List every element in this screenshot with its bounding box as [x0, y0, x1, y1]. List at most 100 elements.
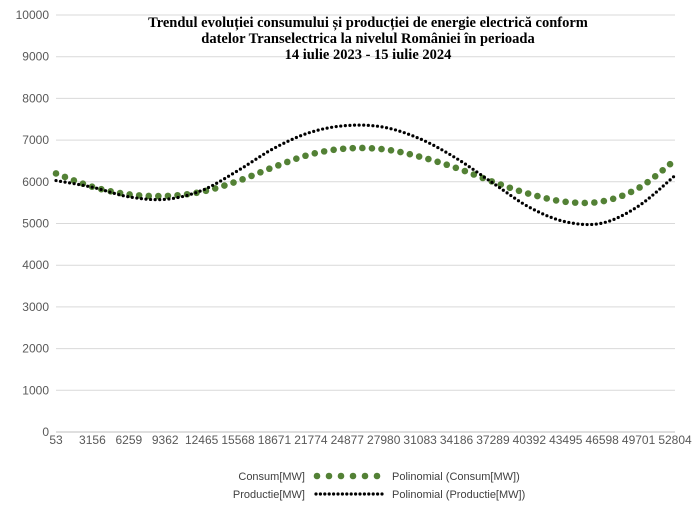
trendline-dot [242, 165, 246, 169]
trendline-dot [632, 207, 636, 211]
trendline-dot [185, 193, 189, 198]
trendline-dot [581, 199, 589, 207]
trendline-dot [215, 181, 219, 185]
trendline-dot [339, 145, 347, 153]
trendline-dot [651, 173, 659, 180]
x-tick-label: 15568 [221, 433, 255, 447]
trendline-dot [571, 199, 579, 206]
trendline-dot [343, 124, 347, 128]
legend-swatch-dot [323, 492, 327, 496]
trendline-dot [246, 162, 250, 166]
trendline-dot [624, 211, 629, 215]
trendline-dot [248, 172, 255, 180]
trendline-dot [423, 139, 428, 143]
trendline-dot [219, 179, 223, 183]
trendline-dot [541, 212, 545, 216]
x-tick-label: 6259 [115, 433, 142, 447]
trendline-dot [585, 222, 589, 227]
trendline-dot [467, 165, 471, 169]
trendline-dot [543, 195, 551, 202]
trendline-dot [600, 197, 608, 205]
x-tick-label: 12465 [185, 433, 219, 447]
x-tick-label: 21774 [294, 433, 328, 447]
legend-swatch-dot [313, 472, 321, 480]
trendline-dot [545, 214, 549, 218]
trendline-dot [176, 195, 180, 200]
trendline-dot [95, 186, 99, 190]
trendline-dot [368, 144, 376, 152]
trendline-dot [419, 137, 423, 141]
legend-swatch-dot [345, 492, 349, 496]
trendline-dot [505, 191, 509, 195]
trendline-dot [406, 132, 411, 136]
legend-swatch-dot [325, 472, 333, 480]
trendline-dot [330, 146, 337, 154]
trendline-dot [452, 164, 460, 172]
trendline-dot [594, 222, 598, 226]
x-tick-label: 9362 [152, 433, 179, 447]
legend-swatch-dot [336, 492, 340, 496]
trendline-dot [61, 173, 69, 181]
trendline-dot [320, 148, 328, 155]
trendline-dot [70, 177, 78, 184]
trendline-dot [475, 170, 479, 174]
trendline-dot [520, 201, 524, 205]
y-tick-label: 7000 [22, 133, 49, 147]
trendline-dot [294, 135, 298, 140]
trendline-dot [239, 176, 246, 183]
trendline-dot [461, 167, 469, 175]
trendline-dot [460, 160, 464, 164]
trendline-dot [671, 175, 676, 179]
trendline-dot [398, 129, 402, 133]
legend-swatch-dot [314, 492, 318, 496]
trendline-dot [425, 155, 432, 163]
trendline-dot [562, 219, 566, 224]
trendline-dot [311, 150, 319, 157]
trendline-dot [312, 129, 316, 133]
trendline-dot [189, 192, 193, 196]
trendline-dot [148, 197, 153, 202]
trendline-dot [490, 180, 494, 184]
trendline-dot [397, 148, 404, 156]
trendline-dot [567, 220, 571, 225]
trendline-dot [654, 190, 658, 194]
trendline-dot [144, 197, 148, 201]
trendline-dot [112, 191, 116, 195]
trendline-dot [452, 155, 456, 159]
legend-label: Productie[MW] [233, 489, 305, 501]
chart-title-line: 14 iulie 2023 - 15 iulie 2024 [285, 47, 452, 63]
legend-swatch-dot [376, 492, 380, 496]
legend-swatch-dot [371, 492, 375, 496]
trendline-dot [303, 132, 307, 136]
trendline-dot [202, 187, 206, 192]
trendline-dot [553, 217, 558, 221]
y-tick-label: 5000 [22, 217, 49, 231]
legend-swatch-dot [354, 492, 358, 496]
trendline-dot [661, 184, 665, 188]
x-tick-label: 27980 [367, 433, 401, 447]
trendline-dot [415, 135, 419, 140]
trendline-dot [666, 160, 674, 168]
y-tick-label: 0 [42, 425, 49, 439]
trendline-dot [223, 177, 227, 181]
trendline-dot [558, 218, 562, 222]
series-layer [52, 123, 676, 227]
trendline-dot [513, 196, 517, 200]
trendline-dot [99, 187, 103, 192]
trendline-dot [139, 197, 143, 201]
trendline-dot [211, 185, 219, 192]
trendline-dot [278, 143, 282, 147]
legend-label: Polinomial (Productie[MW]) [392, 489, 525, 501]
trendline-dot [250, 160, 254, 164]
legend-swatch-dot [367, 492, 371, 496]
trendline-dot [434, 158, 441, 166]
trendline-dot [497, 186, 502, 190]
trendline-dot [211, 183, 215, 188]
trendline-dot [393, 128, 398, 132]
trendline-dot [238, 167, 242, 171]
trendline-dot [221, 182, 228, 189]
trendline-dot [608, 219, 612, 223]
trendline-dot [448, 152, 452, 157]
trendline-dot [316, 128, 320, 132]
trendline-dot [562, 198, 569, 206]
